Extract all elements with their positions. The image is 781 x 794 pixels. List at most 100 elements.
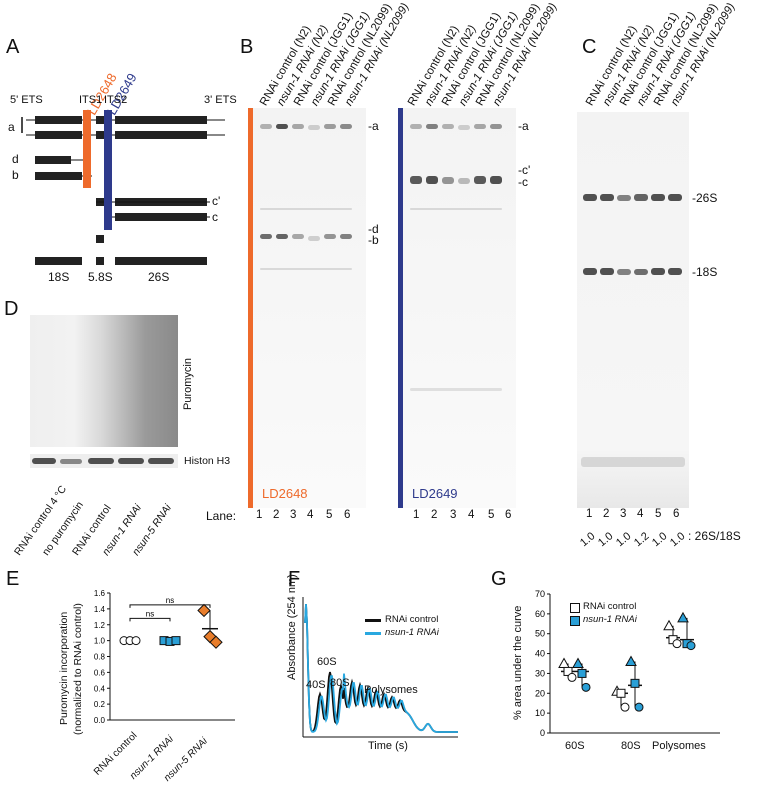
panel-a-label: A [6,36,20,58]
c-lane-num-4: 4 [637,508,644,520]
g-point-triangle [625,655,637,667]
e-ns-label-2: ns [166,596,174,605]
e-ytick-label: 0.8 [94,653,106,662]
ethidium-gel [577,112,689,508]
b-marker-d: -d [368,222,379,236]
c-lane-num-3: 3 [620,508,627,520]
f-legend-nsun1: nsun-1 RNAi [385,627,439,638]
b-left-lane-num-3: 3 [290,509,297,521]
b-left-lane-num-4: 4 [307,509,314,521]
g-point-circle [567,672,577,682]
area-under-curve-chart: 0 10 20 30 40 50 60 70 [535,589,720,738]
b-marker-c: -c [518,175,528,189]
e-ns-bracket-1 [129,617,171,622]
g-legend-nsun1: nsun-1 RNAi [583,614,637,625]
e-ytick-label: 0.6 [94,668,106,677]
b-probe-ld2648-text: LD2648 [262,486,308,501]
b-marker-c-prime: -c' [518,163,531,177]
b-right-lane-num-2: 2 [431,509,438,521]
b-left-lane-num-1: 1 [256,509,263,521]
g-ytick-label: 10 [535,708,545,718]
b-marker-b: -b [368,233,379,247]
panel-e-label: E [6,568,20,590]
b-right-lane-num-4: 4 [468,509,475,521]
g-point-square [630,678,640,688]
c-lane-num-6: 6 [673,508,680,520]
rrna-processing-diagram [21,110,225,265]
northern-blot-ld2649 [398,108,516,508]
e-ytick-label: 1.2 [94,621,106,630]
puromycin-incorporation-chart: 0.0 0.2 0.4 0.6 0.8 1.0 1.2 1.4 1.6 ns ns [94,589,235,725]
ets5-label: 5' ETS [10,94,43,106]
e-point-nsun1 [171,636,181,646]
its2-label: ITS2 [104,94,128,106]
g-point-triangle [663,619,675,631]
g-point-circle [634,702,644,712]
c-ratio-1: 1.0 [578,530,598,550]
row-b-label: b [12,168,19,182]
panel-b-label: B [240,36,254,58]
b-marker-a-right: -a [518,119,529,133]
g-xlabel-polysomes: Polysomes [652,740,706,752]
g-ylabel: % area under the curve [512,605,524,720]
g-point-square [577,668,587,678]
g-point-circle [581,682,591,692]
f-peak-polysomes: Polysomes [364,684,418,696]
e-point-control [131,636,141,646]
e-ytick-label: 0.4 [94,684,106,693]
northern-blot-ld2648 [248,108,366,508]
g-ytick-label: 30 [535,668,545,678]
g-legend-nsun1-swatch [570,616,580,626]
puromycin-blot [30,315,178,447]
panel-f-label: F [288,568,301,590]
row-a-label: a [8,120,15,134]
c-ratio-6: 1.0 [668,530,688,550]
f-legend-control-swatch [365,619,381,622]
g-ytick-label: 70 [535,589,545,599]
e-ns-bracket-2 [129,604,211,608]
f-legend-control: RNAi control [385,614,439,625]
histone-label: Histon H3 [184,455,231,467]
lane-word: Lane: [206,509,237,523]
c-marker-18s: -18S [692,265,718,279]
puromycin-label: Puromycin [182,358,194,410]
f-peak-40s: 40S [306,679,326,691]
e-ylabel-1: Puromycin incorporation [58,611,70,725]
g-point-circle [620,702,630,712]
c-ratio-5: 1.0 [650,530,670,550]
c-ratio-label: : 26S/18S [688,529,741,543]
c-lane-num-2: 2 [603,508,610,520]
c-ratio-3: 1.0 [614,530,634,550]
e-ytick-label: 0.2 [94,700,106,709]
g-ytick-label: 0 [540,728,545,738]
row-c-prime-label: c' [212,194,221,208]
panel-g-label: G [491,568,507,590]
row-c-label: c [212,210,218,224]
e-ytick-label: 1.6 [94,589,106,598]
b-right-lane-num-6: 6 [505,509,512,521]
c-ratio-4: 1.2 [632,530,652,550]
b-right-lane-num-3: 3 [450,509,457,521]
c-ratio-2: 1.0 [596,530,616,550]
c-lane-num-5: 5 [655,508,662,520]
b-right-lane-num-1: 1 [413,509,420,521]
e-point-nsun5 [209,635,223,649]
panel-c-label: C [582,36,597,58]
ets3-label: 3' ETS [204,94,237,106]
e-ns-label-1: ns [146,609,154,618]
g-ytick-label: 20 [535,688,545,698]
g-legend-control: RNAi control [583,601,637,612]
f-peak-80s: 80S [330,677,350,689]
e-point-nsun5 [197,603,211,618]
g-xlabel-80s: 80S [621,740,641,752]
f-ylabel: Absorbance (254 nm) [286,574,298,680]
c-marker-26s: -26S [692,191,718,205]
e-ytick-label: 1.4 [94,605,106,614]
c-lane-num-1: 1 [586,508,593,520]
g-ytick-label: 40 [535,649,545,659]
g-point-circle [672,639,682,649]
f-peak-60s: 60S [317,656,337,668]
e-ytick-label: 0.0 [94,716,106,725]
g-legend-control-swatch [570,603,580,613]
g-point-triangle [677,611,689,623]
